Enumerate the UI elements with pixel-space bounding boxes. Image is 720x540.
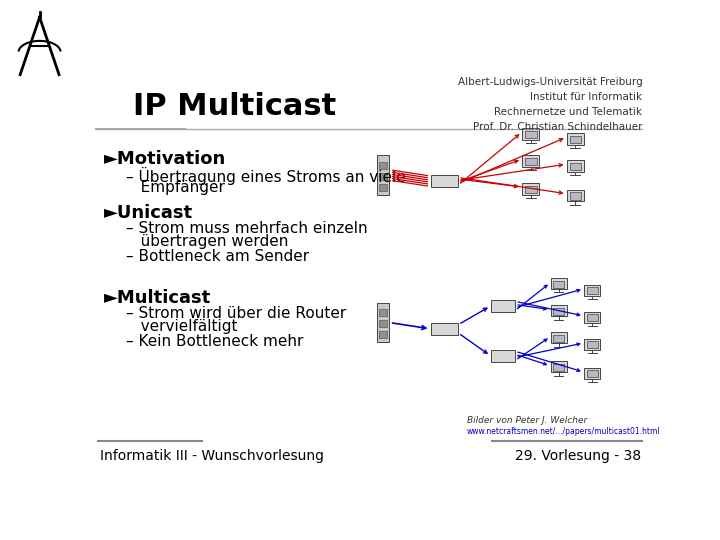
Text: ►Multicast: ►Multicast — [104, 289, 211, 307]
FancyBboxPatch shape — [553, 335, 564, 342]
FancyBboxPatch shape — [567, 190, 584, 201]
FancyBboxPatch shape — [551, 305, 567, 316]
Text: Informatik III - Wunschvorlesung: Informatik III - Wunschvorlesung — [100, 449, 324, 463]
Text: www.netcraftsmen.net/.../papers/multicast01.html: www.netcraftsmen.net/.../papers/multicas… — [467, 427, 660, 436]
FancyBboxPatch shape — [585, 285, 600, 295]
FancyBboxPatch shape — [523, 155, 539, 167]
FancyBboxPatch shape — [379, 173, 387, 180]
FancyBboxPatch shape — [567, 160, 584, 172]
FancyBboxPatch shape — [585, 339, 600, 349]
FancyBboxPatch shape — [523, 183, 539, 194]
FancyBboxPatch shape — [379, 161, 387, 168]
FancyBboxPatch shape — [585, 368, 600, 379]
Text: – Strom muss mehrfach einzeln: – Strom muss mehrfach einzeln — [126, 221, 368, 236]
Text: ►Motivation: ►Motivation — [104, 150, 226, 168]
Text: – Kein Bottleneck mehr: – Kein Bottleneck mehr — [126, 334, 304, 349]
FancyBboxPatch shape — [551, 361, 567, 373]
FancyBboxPatch shape — [431, 175, 458, 187]
FancyBboxPatch shape — [491, 300, 515, 312]
FancyBboxPatch shape — [379, 184, 387, 191]
Text: ►Unicast: ►Unicast — [104, 204, 193, 222]
Text: – Übertragung eines Stroms an viele: – Übertragung eines Stroms an viele — [126, 167, 406, 185]
Text: 29. Vorlesung - 38: 29. Vorlesung - 38 — [516, 449, 642, 463]
FancyBboxPatch shape — [525, 131, 536, 138]
Text: – Bottleneck am Sender: – Bottleneck am Sender — [126, 248, 310, 264]
FancyBboxPatch shape — [377, 155, 389, 195]
FancyBboxPatch shape — [431, 322, 458, 335]
Text: übertragen werden: übertragen werden — [126, 234, 289, 248]
Text: vervielfältigt: vervielfältigt — [126, 319, 238, 334]
FancyBboxPatch shape — [379, 331, 387, 339]
FancyBboxPatch shape — [553, 281, 564, 288]
FancyBboxPatch shape — [551, 278, 567, 289]
FancyBboxPatch shape — [570, 163, 581, 170]
Text: Empfänger: Empfänger — [126, 180, 225, 194]
FancyBboxPatch shape — [551, 332, 567, 343]
FancyBboxPatch shape — [525, 186, 536, 193]
FancyBboxPatch shape — [379, 309, 387, 316]
FancyBboxPatch shape — [585, 312, 600, 322]
Text: Albert-Ludwigs-Universität Freiburg
Institut für Informatik
Rechnernetze und Tel: Albert-Ludwigs-Universität Freiburg Inst… — [458, 77, 642, 132]
FancyBboxPatch shape — [491, 350, 515, 362]
FancyBboxPatch shape — [587, 370, 598, 377]
FancyBboxPatch shape — [587, 341, 598, 348]
FancyBboxPatch shape — [570, 136, 581, 143]
Text: Bilder von Peter J. Welcher: Bilder von Peter J. Welcher — [467, 416, 587, 425]
FancyBboxPatch shape — [570, 192, 581, 200]
FancyBboxPatch shape — [377, 303, 389, 342]
Text: IP Multicast: IP Multicast — [133, 92, 337, 121]
FancyBboxPatch shape — [523, 128, 539, 140]
FancyBboxPatch shape — [553, 364, 564, 371]
FancyBboxPatch shape — [587, 314, 598, 321]
FancyBboxPatch shape — [587, 287, 598, 294]
Text: – Strom wird über die Router: – Strom wird über die Router — [126, 306, 346, 321]
FancyBboxPatch shape — [553, 308, 564, 315]
FancyBboxPatch shape — [379, 320, 387, 327]
FancyBboxPatch shape — [525, 158, 536, 165]
FancyBboxPatch shape — [567, 133, 584, 145]
